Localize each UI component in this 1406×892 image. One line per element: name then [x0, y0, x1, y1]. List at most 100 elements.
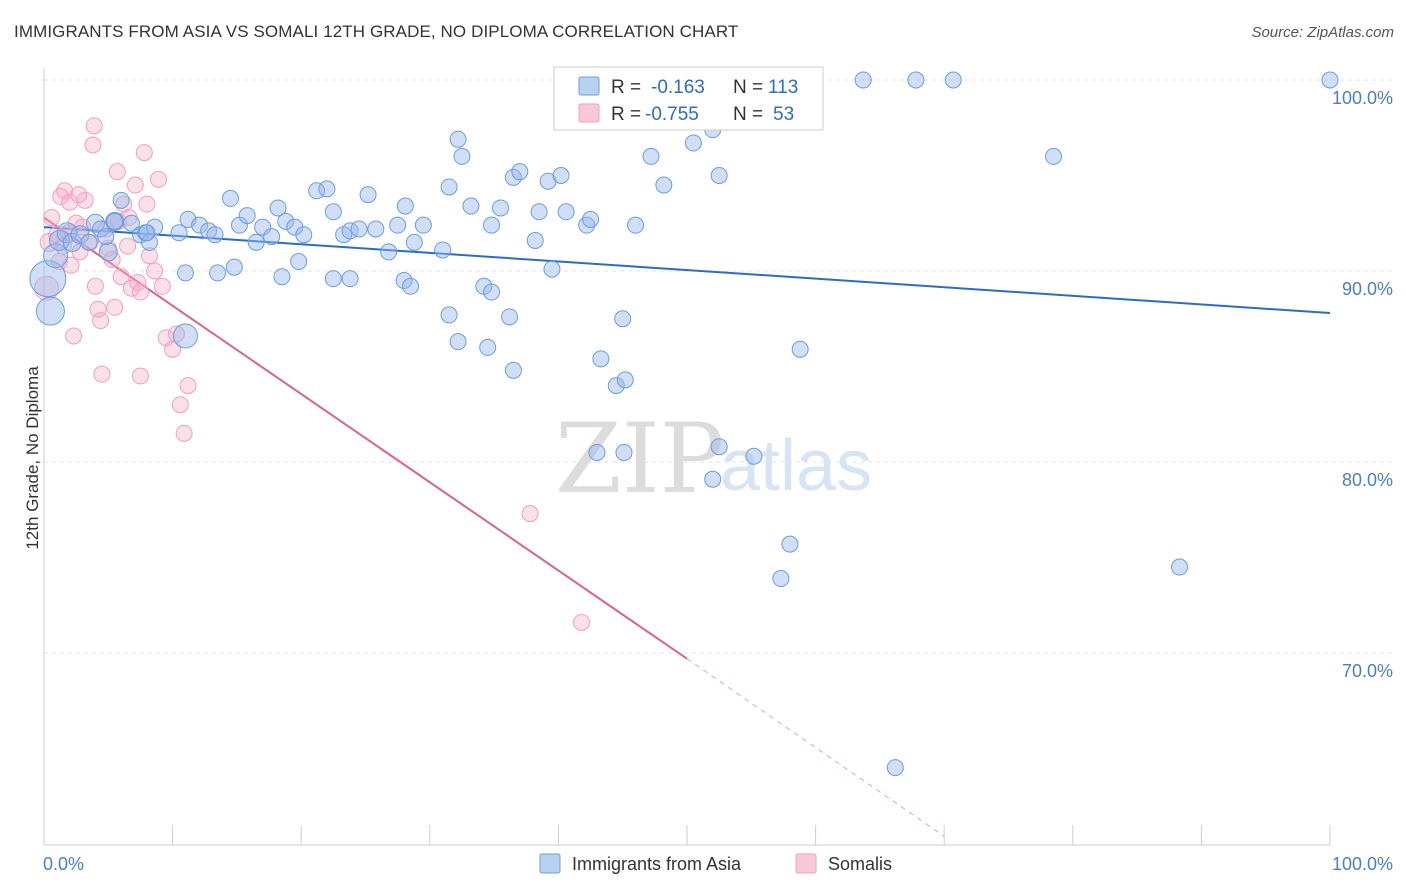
point-asia-88	[483, 283, 501, 301]
point-asia-41	[380, 243, 398, 261]
legend-r-asia: -0.163	[651, 77, 705, 98]
point-asia-23	[221, 189, 239, 207]
y-tick-label-70: 70.0%	[1342, 661, 1393, 681]
point-asia-86	[440, 306, 458, 324]
point-asia-99	[791, 340, 809, 358]
point-somali-43	[65, 327, 83, 345]
points	[29, 71, 1339, 777]
y-tick-labels: 70.0% 80.0% 90.0% 100.0%	[1332, 88, 1393, 681]
point-somali-22	[112, 268, 130, 286]
point-asia-22	[206, 226, 224, 244]
point-asia-102	[710, 438, 728, 456]
point-somali-37	[167, 325, 185, 343]
point-asia-28	[263, 228, 281, 246]
point-asia-4	[56, 222, 78, 244]
point-asia-64	[655, 176, 673, 194]
x-tick-label-max: 100.0%	[1332, 854, 1393, 874]
trend-line-asia	[43, 226, 1331, 315]
point-asia-25	[238, 207, 256, 225]
watermark-atlas: atlas	[720, 426, 872, 506]
point-asia-12	[112, 191, 130, 209]
point-asia-89	[501, 308, 519, 326]
legend-r-somali: -0.755	[645, 104, 699, 125]
point-asia-56	[530, 203, 548, 221]
point-asia-27	[254, 218, 272, 236]
point-asia-80	[273, 268, 291, 286]
point-somali-24	[119, 237, 137, 255]
point-somali-26	[126, 176, 144, 194]
point-asia-93	[479, 338, 497, 356]
point-somali-38	[171, 396, 189, 414]
point-somali-45	[52, 188, 70, 206]
point-asia-0	[29, 260, 67, 298]
point-asia-26	[247, 233, 265, 251]
point-somali-2	[43, 209, 61, 227]
stats-legend: R = -0.163 N = 113 R = -0.755 N = 53	[553, 66, 824, 131]
point-asia-32	[295, 226, 313, 244]
y-axis-label: 12th Grade, No Diploma	[23, 366, 42, 550]
point-asia-46	[434, 241, 452, 259]
point-somali-28	[131, 283, 149, 301]
point-asia-52	[492, 199, 510, 217]
legend-n-somali: 53	[773, 104, 794, 125]
point-asia-1	[35, 296, 65, 326]
point-somali-13	[85, 117, 103, 135]
point-asia-104	[745, 447, 763, 465]
point-somali-34	[153, 277, 171, 295]
point-asia-101	[615, 443, 633, 461]
x-tick-label-min: 0.0%	[43, 854, 84, 874]
y-tick-label-80: 80.0%	[1342, 470, 1393, 490]
point-asia-7	[80, 233, 98, 251]
point-asia-81	[290, 252, 308, 270]
chart-title: IMMIGRANTS FROM ASIA VS SOMALI 12TH GRAD…	[14, 22, 739, 41]
point-asia-30	[277, 212, 295, 230]
point-asia-90	[543, 260, 561, 278]
point-asia-85	[402, 277, 420, 295]
point-asia-97	[607, 377, 625, 395]
point-somali-42	[131, 367, 149, 385]
legend-n-label-somali: N =	[733, 104, 763, 125]
legend-swatch-asia	[578, 76, 600, 96]
point-asia-48	[449, 130, 467, 148]
point-somali-27	[129, 273, 147, 291]
point-asia-33	[308, 182, 326, 200]
point-asia-13	[122, 214, 140, 232]
y-tick-label-100: 100.0%	[1332, 88, 1393, 108]
point-asia-100	[588, 443, 606, 461]
source-label: Source: ZipAtlas.com	[1251, 24, 1394, 41]
point-asia-16	[140, 233, 158, 251]
point-asia-29	[269, 199, 287, 217]
point-somali-40	[179, 377, 197, 395]
point-asia-74	[106, 212, 124, 230]
point-asia-38	[350, 220, 368, 238]
point-asia-92	[449, 333, 467, 351]
point-somali-31	[140, 247, 158, 265]
point-somali-30	[138, 195, 156, 213]
legend-swatch-somali	[578, 103, 600, 123]
point-asia-47	[440, 178, 458, 196]
trend-line-somali	[43, 216, 688, 660]
axes	[43, 68, 1331, 846]
point-asia-58	[552, 167, 570, 184]
point-asia-65	[684, 134, 702, 152]
point-somali-14	[86, 277, 104, 295]
point-asia-49	[453, 147, 471, 165]
point-asia-69	[854, 71, 872, 89]
y-tick-label-90: 90.0%	[1342, 279, 1393, 299]
point-asia-20	[191, 216, 209, 234]
bottom-legend-swatch-somali	[795, 853, 817, 874]
point-asia-51	[483, 216, 501, 234]
point-asia-70	[907, 71, 925, 89]
point-asia-67	[710, 167, 728, 184]
point-asia-105	[781, 535, 799, 553]
point-asia-61	[582, 210, 600, 228]
legend-r-label-asia: R =	[611, 77, 641, 98]
point-somali-12	[84, 136, 102, 154]
point-asia-55	[526, 231, 544, 249]
point-asia-39	[359, 186, 377, 204]
point-somali-29	[135, 144, 153, 162]
point-somali-25	[122, 279, 140, 297]
point-somali-51	[573, 613, 591, 631]
point-asia-98	[616, 371, 634, 389]
